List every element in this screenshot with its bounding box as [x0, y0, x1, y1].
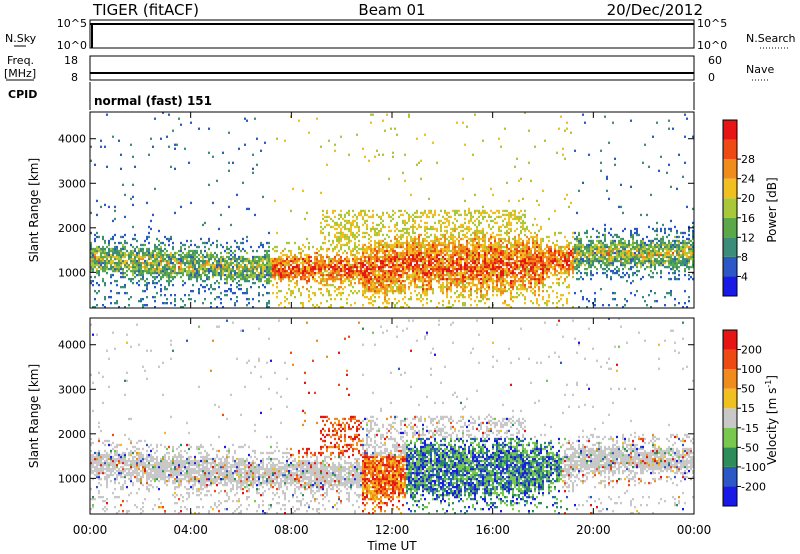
power-colorbar-swatch	[723, 139, 737, 160]
velocity-colorbar-swatch	[723, 486, 737, 506]
nsearch-tick-top: 10^5	[697, 17, 727, 30]
xtick-5: 20:00	[576, 523, 611, 537]
power-colorbar-swatch	[723, 217, 737, 238]
velocity-colorbar-tick-5: -50	[741, 441, 759, 454]
power-colorbar-label: Power [dB]	[765, 177, 779, 242]
power-colorbar-tick-5: 24	[741, 173, 755, 186]
xtick-3: 12:00	[375, 523, 410, 537]
velocity-colorbar-label: Velocity [m s-1]	[764, 375, 779, 465]
nave-tick-bottom: 0	[708, 71, 715, 84]
velocity-panel: 1000 2000 3000 4000 Slant Range [km] 200 100…	[27, 317, 779, 515]
velocity-colorbar-swatch	[723, 408, 737, 428]
power-colorbar-swatch	[723, 159, 737, 179]
cpid-panel: CPID normal (fast) 151	[8, 82, 695, 110]
nsky-tick-bottom: 10^0	[57, 39, 87, 52]
velocity-colorbar: 200 100 50 15 -15 -50 -100 -200	[722, 329, 766, 507]
nsky-panel: 10^5 10^0 10^5 10^0 N.Sky N.Search	[5, 17, 796, 52]
power-colorbar-tick-4: 20	[741, 192, 755, 205]
power-colorbar-tick-6: 28	[741, 153, 755, 166]
power-colorbar-tick-2: 12	[741, 231, 755, 244]
freq-tick-bottom: 8	[71, 71, 78, 84]
time-axis: 00:00 04:00 08:00 12:00 16:00 20:00 00:00	[73, 112, 712, 537]
power-colorbar-tick-0: 4	[741, 270, 748, 283]
velocity-colorbar-swatch	[723, 466, 737, 487]
nsearch-tick-bottom: 10^0	[697, 39, 727, 52]
power-colorbar-swatch	[723, 198, 737, 218]
velocity-ytick-2: 3000	[58, 383, 86, 396]
xtick-2: 08:00	[274, 523, 309, 537]
nave-tick-top: 60	[708, 54, 722, 67]
date-title: 20/Dec/2012	[607, 1, 703, 19]
xtick-0: 00:00	[73, 523, 108, 537]
velocity-colorbar-tick-6: -100	[741, 461, 766, 474]
power-colorbar-swatch	[723, 178, 737, 199]
station-title: TIGER (fitACF)	[92, 1, 199, 19]
cpid-value: normal (fast) 151	[94, 94, 212, 108]
power-colorbar-swatch	[723, 276, 737, 296]
power-ylabel: Slant Range [km]	[27, 158, 41, 262]
velocity-colorbar-tick-1: 100	[741, 363, 762, 376]
power-data	[90, 111, 694, 309]
xtick-6: 00:00	[677, 523, 712, 537]
power-colorbar-tick-3: 16	[741, 212, 755, 225]
freq-label: Freq.	[7, 54, 34, 67]
velocity-colorbar-swatch	[723, 349, 737, 370]
xaxis-label: Time UT	[366, 539, 417, 553]
velocity-colorbar-swatch	[723, 369, 737, 389]
velocity-colorbar-swatch	[723, 427, 737, 448]
power-ytick-1: 2000	[58, 222, 86, 235]
velocity-ytick-3: 4000	[58, 339, 86, 352]
power-colorbar-swatch	[723, 120, 737, 140]
velocity-colorbar-swatch	[723, 330, 737, 350]
velocity-ytick-1: 2000	[58, 428, 86, 441]
freq-unit-label: [MHz]	[4, 67, 36, 80]
nsearch-label: N.Search	[746, 32, 796, 45]
velocity-ytick-0: 1000	[58, 472, 86, 485]
power-colorbar: 4 8 12 16 20 24 28	[722, 119, 755, 297]
nsky-label: N.Sky	[5, 32, 37, 45]
nave-label: Nave	[746, 63, 774, 76]
power-panel: 1000 2000 3000 4000 Slant Range [km] 4 8 12 16…	[27, 111, 779, 309]
velocity-colorbar-tick-4: -15	[741, 422, 759, 435]
velocity-colorbar-swatch	[723, 388, 737, 409]
beam-title: Beam 01	[358, 1, 425, 19]
velocity-colorbar-tick-2: 50	[741, 383, 755, 396]
power-ytick-3: 4000	[58, 133, 86, 146]
velocity-ylabel: Slant Range [km]	[27, 364, 41, 468]
velocity-colorbar-tick-3: 15	[741, 402, 755, 415]
power-colorbar-swatch	[723, 237, 737, 257]
velocity-data	[90, 317, 694, 515]
freq-panel: 18 8 60 0 Freq. [MHz] Nave	[4, 54, 774, 84]
power-colorbar-tick-1: 8	[741, 251, 748, 264]
nsky-tick-top: 10^5	[57, 17, 87, 30]
power-ytick-0: 1000	[58, 266, 86, 279]
velocity-colorbar-swatch	[723, 447, 737, 467]
power-ytick-2: 3000	[58, 177, 86, 190]
power-colorbar-swatch	[723, 256, 737, 277]
velocity-colorbar-tick-0: 200	[741, 344, 762, 357]
cpid-label: CPID	[8, 88, 37, 101]
xtick-4: 16:00	[475, 523, 510, 537]
velocity-colorbar-tick-7: -200	[741, 480, 766, 493]
freq-tick-top: 18	[64, 54, 78, 67]
xtick-1: 04:00	[173, 523, 208, 537]
